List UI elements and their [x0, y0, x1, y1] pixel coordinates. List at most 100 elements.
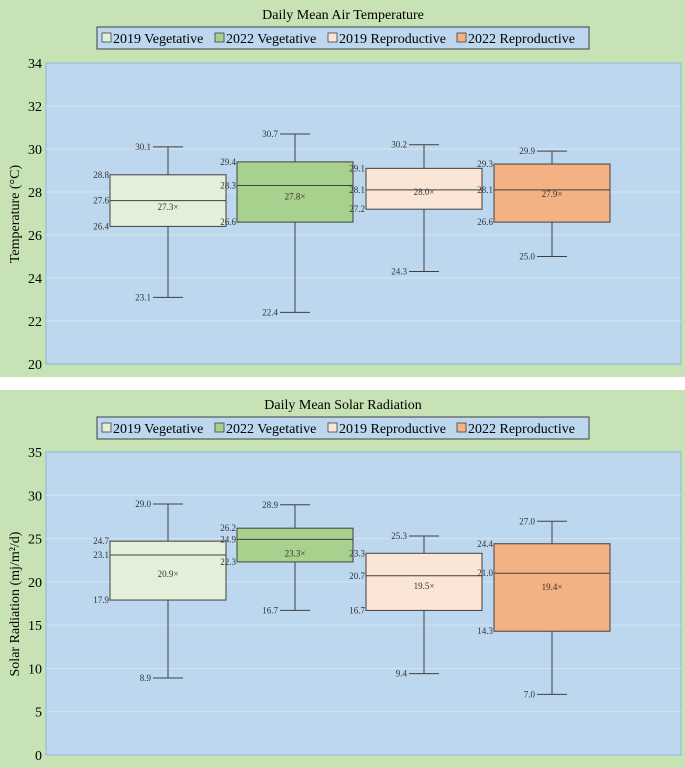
legend: 2019 Vegetative 2022 Vegetative 2019 Rep… [96, 26, 590, 50]
y-tick-label: 15 [28, 619, 42, 634]
y-tick-label: 0 [35, 749, 42, 764]
legend-label-2022-reproductive: 2022 Reproductive [468, 32, 575, 47]
label-median: 28.1 [349, 185, 365, 195]
legend: 2019 Vegetative 2022 Vegetative 2019 Rep… [96, 416, 590, 440]
label-mean: 27.3× [158, 202, 179, 212]
label-median: 21.0 [477, 568, 493, 578]
legend-label-2022-vegetative: 2022 Vegetative [226, 32, 316, 47]
box-iqr [236, 527, 354, 563]
label-mean: 19.4× [542, 582, 563, 592]
box-2022-vegetative: 28.9 16.7 26.2 22.3 24.9 23.3× [220, 500, 354, 615]
label-min: 7.0 [524, 689, 536, 699]
y-axis-label: Solar Radiation (mj/m²/d) [8, 531, 23, 676]
label-max: 25.3 [391, 531, 407, 541]
label-mean: 20.9× [158, 569, 179, 579]
legend-label-2019-vegetative: 2019 Vegetative [113, 32, 203, 47]
legend-swatch-2019-vegetative [101, 32, 112, 43]
box-2022-reproductive: 27.0 7.0 24.4 14.3 21.0 19.4× [477, 516, 611, 699]
chart-title: Daily Mean Air Temperature [262, 8, 424, 23]
box-2019-vegetative: 30.1 23.1 28.8 26.4 27.6 27.3× [93, 142, 227, 302]
y-tick-label: 25 [28, 533, 42, 548]
y-tick-label: 20 [28, 576, 42, 591]
y-tick-label: 30 [28, 143, 42, 158]
label-median: 28.1 [477, 185, 493, 195]
label-q3: 26.2 [220, 523, 236, 533]
y-tick-label: 22 [28, 315, 42, 330]
label-q3: 29.3 [477, 159, 493, 169]
label-median: 20.7 [349, 571, 365, 581]
legend-swatch-2022-reproductive [456, 422, 467, 433]
y-tick-label: 5 [35, 706, 42, 721]
box-2019-vegetative: 29.0 8.9 24.7 17.9 23.1 20.9× [93, 499, 227, 683]
label-median: 23.1 [93, 550, 109, 560]
box-iqr [493, 163, 611, 223]
box-plots: 30.1 23.1 28.8 26.4 27.6 27.3× 30.7 22.4 29.4 26.… [93, 129, 611, 317]
box-2022-vegetative: 30.7 22.4 29.4 26.6 28.3 27.8× [220, 129, 354, 317]
label-max: 30.1 [135, 142, 151, 152]
label-median: 28.3 [220, 181, 236, 191]
box-2019-reproductive: 30.2 24.3 29.1 27.2 28.1 28.0× [349, 140, 483, 277]
label-q3: 29.1 [349, 163, 365, 173]
y-tick-label: 26 [28, 229, 42, 244]
label-min: 24.3 [391, 267, 407, 277]
label-min: 16.7 [262, 605, 278, 615]
legend-label-2022-vegetative: 2022 Vegetative [226, 422, 316, 437]
label-q1: 26.6 [220, 217, 236, 227]
label-q1: 26.6 [477, 217, 493, 227]
y-tick-label: 35 [28, 446, 42, 461]
box-2019-reproductive: 25.3 9.4 23.3 16.7 20.7 19.5× [349, 531, 483, 679]
label-max: 27.0 [519, 516, 535, 526]
label-median: 24.9 [220, 534, 236, 544]
label-q3: 24.7 [93, 536, 109, 546]
label-q1: 14.3 [477, 626, 493, 636]
box-iqr [365, 167, 483, 210]
y-tick-label: 24 [28, 272, 42, 287]
box-iqr [109, 540, 227, 601]
panel-solar-radiation: Daily Mean Solar Radiation Solar Radiati… [0, 390, 685, 768]
legend-frame [96, 416, 590, 440]
label-min: 22.4 [262, 307, 278, 317]
y-tick-label: 30 [28, 489, 42, 504]
label-mean: 27.8× [285, 191, 306, 201]
label-min: 9.4 [396, 669, 408, 679]
label-q1: 27.2 [349, 204, 365, 214]
label-q1: 26.4 [93, 221, 109, 231]
box-iqr [493, 543, 611, 632]
y-tick-label: 20 [28, 358, 42, 373]
legend-swatch-2019-vegetative [101, 422, 112, 433]
legend-label-2019-vegetative: 2019 Vegetative [113, 422, 203, 437]
label-max: 30.7 [262, 129, 278, 139]
box-plots: 29.0 8.9 24.7 17.9 23.1 20.9× 28.9 16.7 26.2 22.3… [93, 499, 611, 699]
y-tick-label: 28 [28, 186, 42, 201]
legend-label-2019-reproductive: 2019 Reproductive [339, 32, 446, 47]
legend-swatch-2022-vegetative [214, 32, 225, 43]
y-axis-label: Temperature (°C) [8, 165, 23, 264]
legend-swatch-2019-reproductive [327, 422, 338, 433]
label-min: 23.1 [135, 292, 151, 302]
label-q3: 28.8 [93, 170, 109, 180]
legend-swatch-2019-reproductive [327, 32, 338, 43]
label-mean: 23.3× [285, 548, 306, 558]
panel-temperature: Daily Mean Air Temperature Temperature (… [0, 0, 685, 377]
legend-swatch-2022-vegetative [214, 422, 225, 433]
label-max: 29.9 [519, 146, 535, 156]
y-tick-label: 34 [28, 57, 42, 72]
label-min: 25.0 [519, 252, 535, 262]
legend-label-2019-reproductive: 2019 Reproductive [339, 422, 446, 437]
box-iqr [236, 161, 354, 223]
y-axis-ticks: 20 22 24 26 28 30 32 34 [28, 57, 42, 373]
y-tick-label: 10 [28, 662, 42, 677]
legend-label-2022-reproductive: 2022 Reproductive [468, 422, 575, 437]
label-q1: 17.9 [93, 595, 109, 605]
legend-frame [96, 26, 590, 50]
y-axis-ticks: 0 5 10 15 20 25 30 35 [28, 446, 42, 764]
legend-swatch-2022-reproductive [456, 32, 467, 43]
box-2022-reproductive: 29.9 25.0 29.3 26.6 28.1 27.9× [477, 146, 611, 262]
label-mean: 28.0× [414, 187, 435, 197]
label-mean: 19.5× [414, 581, 435, 591]
chart-title: Daily Mean Solar Radiation [264, 398, 421, 413]
label-q3: 29.4 [220, 157, 236, 167]
label-mean: 27.9× [542, 189, 563, 199]
label-median: 27.6 [93, 196, 109, 206]
